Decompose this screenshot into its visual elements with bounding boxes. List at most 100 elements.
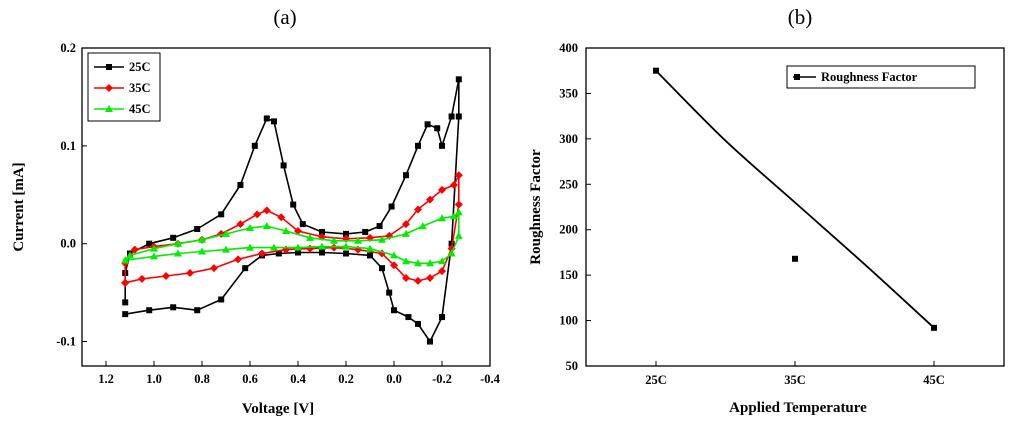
cv-y-tick-label: 0.2: [60, 41, 76, 55]
cv-series-25c-line: [124, 78, 460, 343]
roughness-point: [792, 255, 798, 262]
cv-legend: 25C 35C 45C: [87, 52, 161, 122]
cv-x-tick-label: 0.2: [338, 372, 354, 386]
roughness-y-tick-label: 300: [559, 132, 578, 146]
cv-series-25c-point: [194, 226, 201, 233]
cv-series-35c-point: [454, 200, 463, 209]
cv-series-25c-point: [415, 142, 421, 149]
cv-series-25c-point: [439, 314, 445, 321]
cv-x-tick-label: -0.4: [480, 372, 501, 386]
cv-series-35c-line: [124, 174, 460, 284]
cv-series-35c-point: [390, 261, 398, 270]
cv-x-tick-label: 1.2: [98, 372, 114, 386]
roughness-chart: 25C 35C 45C 50 100 150 200 250 300 350 400 Applied…: [528, 41, 1005, 416]
cv-series-25c-point: [146, 307, 153, 314]
cv-y-tick-label: 0.1: [60, 139, 76, 153]
cv-series-25c-point: [271, 118, 277, 125]
cv-series-25c-point: [448, 113, 455, 120]
roughness-point: [653, 67, 659, 74]
cv-axis-ticks: 1.2 1.0 0.8 0.6 0.4 0.2 0.0 -0.2 -0.4 -0.1 0.0 0.1 0…: [56, 41, 500, 386]
cv-series-45c-point: [222, 245, 230, 253]
cv-series-45c-point: [198, 235, 206, 243]
roughness-legend: Roughness Factor: [786, 65, 976, 89]
cv-series-35c-point: [454, 171, 463, 180]
cv-series-45c-point: [222, 229, 230, 237]
cv-series-25c-point: [146, 240, 153, 247]
cv-series-45c-point: [150, 252, 158, 260]
cv-series-45c-point: [150, 244, 158, 252]
cv-series-25c-point: [290, 201, 297, 208]
cv-series-25c-point: [439, 142, 445, 149]
cv-series-25c-point: [299, 221, 306, 228]
cv-series-35c-point: [258, 249, 266, 258]
cv-series-25c-point: [376, 223, 383, 230]
roughness-y-tick-label: 50: [566, 359, 579, 373]
cv-series-35c-point: [277, 213, 286, 222]
cv-series-45c-point: [454, 231, 463, 239]
cv-series-25c-point: [218, 296, 225, 303]
cv-series-35c-point: [294, 226, 302, 235]
cv-series-25c-point: [427, 338, 433, 345]
cv-series-35c-point: [402, 273, 410, 282]
cv-series-25c-point: [122, 311, 129, 318]
cv-series-35c-point: [414, 205, 422, 214]
roughness-legend-label: Roughness Factor: [821, 70, 918, 84]
cv-series-25c-point: [263, 115, 270, 122]
cv-series-25c-point: [424, 121, 431, 128]
cv-series-25c-point: [405, 314, 412, 321]
roughness-x-tick-label: 45C: [923, 373, 945, 387]
cv-x-axis-title: Voltage [V]: [242, 401, 314, 417]
cv-series-35c-point: [330, 243, 338, 252]
cv-series-25c-point: [391, 307, 397, 314]
cv-series-25c-point: [122, 299, 129, 306]
cv-series-45c-point: [418, 222, 427, 230]
roughness-y-tick-label: 100: [559, 314, 578, 328]
cv-series-25c-point: [194, 307, 201, 314]
cv-series-25c-point: [251, 142, 258, 149]
cv-series-35c-point: [234, 255, 242, 264]
cv-x-tick-label: 0.6: [242, 372, 258, 386]
cv-series-35c-point: [253, 210, 262, 219]
cv-series-45c-point: [447, 249, 456, 257]
cv-series-35c-point: [414, 276, 422, 285]
cv-series-45c-point: [402, 229, 410, 237]
cv-series-35c-point: [402, 220, 410, 229]
cv-series-45c-point: [454, 208, 463, 216]
cv-series-45c-point: [426, 259, 434, 267]
cv-series-35c-point: [236, 220, 245, 229]
cv-y-tick-label: -0.1: [56, 335, 76, 349]
cv-legend-35c-marker: [105, 84, 113, 92]
cv-series-35c-point: [426, 273, 434, 282]
cv-series-45c-point: [246, 243, 254, 251]
cv-series-45c-point: [306, 233, 314, 241]
roughness-axis-ticks: 25C 35C 45C 50 100 150 200 250 300 350 400: [559, 41, 945, 387]
roughness-y-tick-label: 350: [559, 86, 578, 100]
cv-y-tick-label: 0.0: [60, 237, 76, 251]
cv-series-45c-point: [438, 257, 446, 265]
roughness-point: [931, 324, 937, 331]
cv-series-25c-point: [170, 304, 177, 311]
cv-series-25c-point: [218, 211, 225, 218]
cv-x-tick-label: 0.4: [290, 372, 306, 386]
cv-series-25c-point: [170, 234, 177, 241]
cv-series-35c-point: [121, 278, 130, 287]
cv-series-45c-point: [270, 243, 278, 251]
panel-b-label: (b): [788, 5, 813, 29]
roughness-legend-box: [786, 65, 976, 89]
cv-series-35c-point: [306, 244, 314, 253]
cv-series-25c-point: [455, 113, 462, 120]
cv-series-45c-point: [342, 242, 350, 250]
cv-series-35c-point: [438, 185, 446, 194]
cv-series-25c-point: [242, 265, 249, 272]
cv-series-45c-point: [438, 214, 446, 222]
cv-series-45c-point: [402, 257, 410, 265]
cv-series-45c-point: [318, 242, 326, 250]
cv-x-tick-label: 1.0: [146, 372, 162, 386]
cv-series-45c-point: [354, 236, 362, 244]
cv-series-25c-point: [237, 181, 244, 188]
cv-series-35c-point: [262, 206, 271, 215]
cv-series-35c-point: [162, 271, 170, 280]
cv-series-45c-point: [174, 249, 182, 257]
roughness-y-tick-label: 250: [559, 177, 578, 191]
